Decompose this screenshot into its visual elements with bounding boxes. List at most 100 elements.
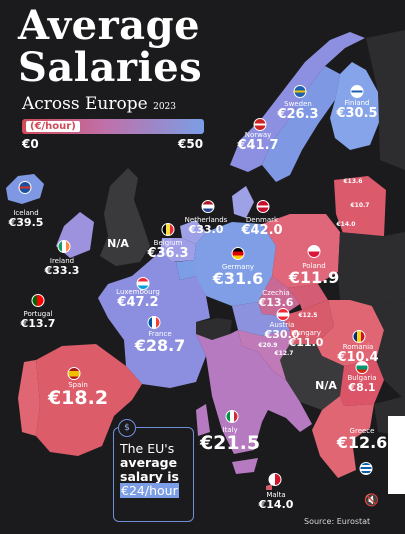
country-name: Poland bbox=[302, 262, 326, 270]
balkans-region bbox=[280, 344, 344, 410]
country-value: €33.3 bbox=[44, 264, 80, 277]
legend-max: €50 bbox=[178, 137, 204, 151]
country-value: €13.6 bbox=[258, 296, 294, 309]
hungary-label: Hungary €11.0 bbox=[289, 330, 324, 349]
denmark-region bbox=[232, 186, 254, 218]
austria-label: Austria €30.0 bbox=[265, 322, 300, 341]
greece-flag-icon bbox=[359, 462, 373, 475]
country-value: €13.6 bbox=[343, 178, 363, 185]
country-value: €11.9 bbox=[288, 268, 340, 287]
country-name: Italy bbox=[222, 426, 238, 434]
france-label: France €28.7 bbox=[135, 331, 186, 354]
country-value: €41.7 bbox=[237, 138, 279, 153]
sweden-label: Sweden €26.3 bbox=[277, 100, 318, 122]
croatia-label: €12.7 bbox=[275, 351, 294, 357]
country-name: Bulgaria bbox=[347, 374, 377, 382]
slovenia-label: €20.9 bbox=[259, 343, 278, 349]
austria-region bbox=[232, 302, 290, 336]
romania-region bbox=[316, 300, 384, 366]
romania-flag-icon bbox=[352, 330, 366, 343]
italy-flag-icon bbox=[225, 410, 239, 423]
uk-region bbox=[100, 168, 150, 266]
luxembourg-region bbox=[176, 260, 196, 280]
callout-line-1: The EU's bbox=[120, 441, 175, 456]
norway-flag-icon bbox=[253, 118, 267, 131]
bulgaria-flag-icon bbox=[355, 361, 369, 374]
bulgaria-region bbox=[340, 360, 384, 406]
slovakia-label: €12.5 bbox=[299, 313, 318, 319]
slovakia-region bbox=[288, 284, 328, 310]
spain-region bbox=[36, 344, 142, 456]
finland-region bbox=[330, 62, 380, 150]
speaker-mute-icon[interactable]: 🔇 bbox=[364, 493, 379, 507]
country-value: €10.7 bbox=[350, 202, 370, 209]
country-name: Malta bbox=[266, 491, 286, 499]
country-value: €14.0 bbox=[258, 498, 294, 511]
country-name: Czechia bbox=[262, 289, 290, 297]
country-name: Belgium bbox=[153, 239, 183, 247]
latvia-label: €10.7 bbox=[351, 203, 370, 209]
legend-unit: (€/hour) bbox=[26, 121, 80, 132]
luxembourg-flag-icon bbox=[136, 277, 150, 290]
bulgaria-label: Bulgaria €8.1 bbox=[347, 374, 377, 394]
finland-label: Finland €30.5 bbox=[336, 100, 377, 121]
italy-label: Italy €21.5 bbox=[200, 427, 260, 453]
ireland-label: Ireland €33.3 bbox=[44, 258, 80, 277]
austria-flag-icon bbox=[276, 308, 290, 321]
slovenia-croatia-region bbox=[238, 330, 290, 380]
country-name: Portugal bbox=[23, 310, 53, 318]
malta-flag-icon bbox=[268, 473, 282, 486]
iceland-flag-icon bbox=[18, 181, 32, 194]
norway-label: Norway €41.7 bbox=[237, 132, 279, 153]
norway-region bbox=[230, 32, 365, 172]
denmark-flag-icon bbox=[256, 200, 270, 213]
eu-average-callout: $ The EU's average salary is €24/hour bbox=[113, 419, 194, 522]
country-value: €28.7 bbox=[134, 336, 186, 355]
country-name: Romania bbox=[342, 343, 374, 351]
legend-min: €0 bbox=[22, 137, 39, 151]
ukraine-region bbox=[372, 300, 405, 400]
country-value: €47.2 bbox=[117, 295, 159, 310]
malta-region bbox=[266, 484, 272, 490]
portugal-flag-icon bbox=[31, 294, 45, 307]
country-name: Greece bbox=[349, 427, 375, 435]
country-value: €33.0 bbox=[188, 223, 224, 236]
year: 2023 bbox=[153, 102, 176, 112]
malta-label: Malta €14.0 bbox=[258, 491, 294, 511]
ireland-flag-icon bbox=[57, 240, 71, 253]
country-name: Germany bbox=[221, 263, 255, 271]
country-name: Sweden bbox=[284, 100, 312, 108]
iceland-label: Iceland €39.5 bbox=[9, 209, 44, 229]
country-value: €12.6 bbox=[336, 433, 388, 452]
title-line-1: Average bbox=[18, 2, 201, 49]
country-value: €21.5 bbox=[199, 432, 261, 454]
country-name: France bbox=[148, 330, 172, 338]
baltics-region bbox=[334, 176, 386, 236]
country-value: €8.1 bbox=[348, 381, 376, 394]
netherlands-flag-icon bbox=[201, 200, 215, 213]
country-value: €31.6 bbox=[212, 269, 264, 288]
spain-flag-icon bbox=[67, 367, 81, 380]
country-value: €20.9 bbox=[258, 342, 278, 349]
country-name: Spain bbox=[68, 381, 88, 389]
country-value: €18.2 bbox=[47, 387, 109, 409]
switzerland-region bbox=[196, 318, 232, 340]
subtitle-text: Across Europe bbox=[22, 94, 148, 114]
sweden-flag-icon bbox=[293, 85, 307, 98]
belarus-region bbox=[338, 232, 405, 306]
russia-north bbox=[366, 30, 405, 170]
country-name: Denmark bbox=[245, 216, 279, 224]
germany-label: Germany €31.6 bbox=[213, 264, 264, 287]
finland-flag-icon bbox=[350, 85, 364, 98]
sicily-region bbox=[232, 458, 258, 474]
sweden-region bbox=[262, 66, 340, 182]
country-value: €13.7 bbox=[20, 317, 56, 330]
callout-line-3: salary is bbox=[120, 469, 179, 484]
country-name: Luxembourg bbox=[116, 288, 160, 296]
germany-region bbox=[194, 222, 276, 306]
czechia-label: Czechia €13.6 bbox=[258, 289, 294, 309]
country-name: Iceland bbox=[13, 209, 39, 217]
money-icon: $ bbox=[118, 419, 136, 437]
